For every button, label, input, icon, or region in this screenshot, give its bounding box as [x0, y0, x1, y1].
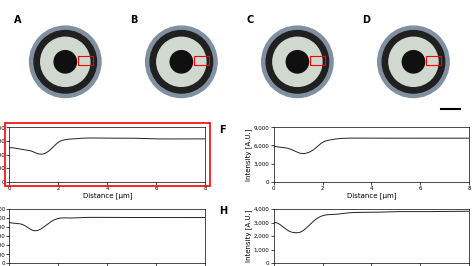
Text: C: C: [246, 15, 253, 25]
Circle shape: [402, 51, 425, 73]
Circle shape: [378, 26, 449, 98]
Text: D: D: [362, 15, 370, 25]
Circle shape: [150, 31, 212, 93]
Text: H: H: [219, 206, 227, 216]
Text: A: A: [14, 15, 21, 25]
Text: F: F: [219, 124, 226, 135]
Circle shape: [286, 51, 309, 73]
X-axis label: Distance [μm]: Distance [μm]: [346, 192, 396, 199]
Circle shape: [262, 26, 333, 98]
Circle shape: [34, 31, 97, 93]
Text: B: B: [130, 15, 137, 25]
Circle shape: [41, 37, 90, 86]
Y-axis label: Intensity [A.U.]: Intensity [A.U.]: [246, 210, 252, 262]
Circle shape: [266, 31, 328, 93]
Circle shape: [382, 31, 445, 93]
Circle shape: [170, 51, 192, 73]
Circle shape: [54, 51, 76, 73]
X-axis label: Distance [μm]: Distance [μm]: [82, 192, 132, 199]
Circle shape: [146, 26, 217, 98]
Circle shape: [389, 37, 438, 86]
Circle shape: [273, 37, 322, 86]
Y-axis label: Intensity [A.U.]: Intensity [A.U.]: [246, 128, 252, 181]
Circle shape: [157, 37, 206, 86]
Circle shape: [29, 26, 101, 98]
